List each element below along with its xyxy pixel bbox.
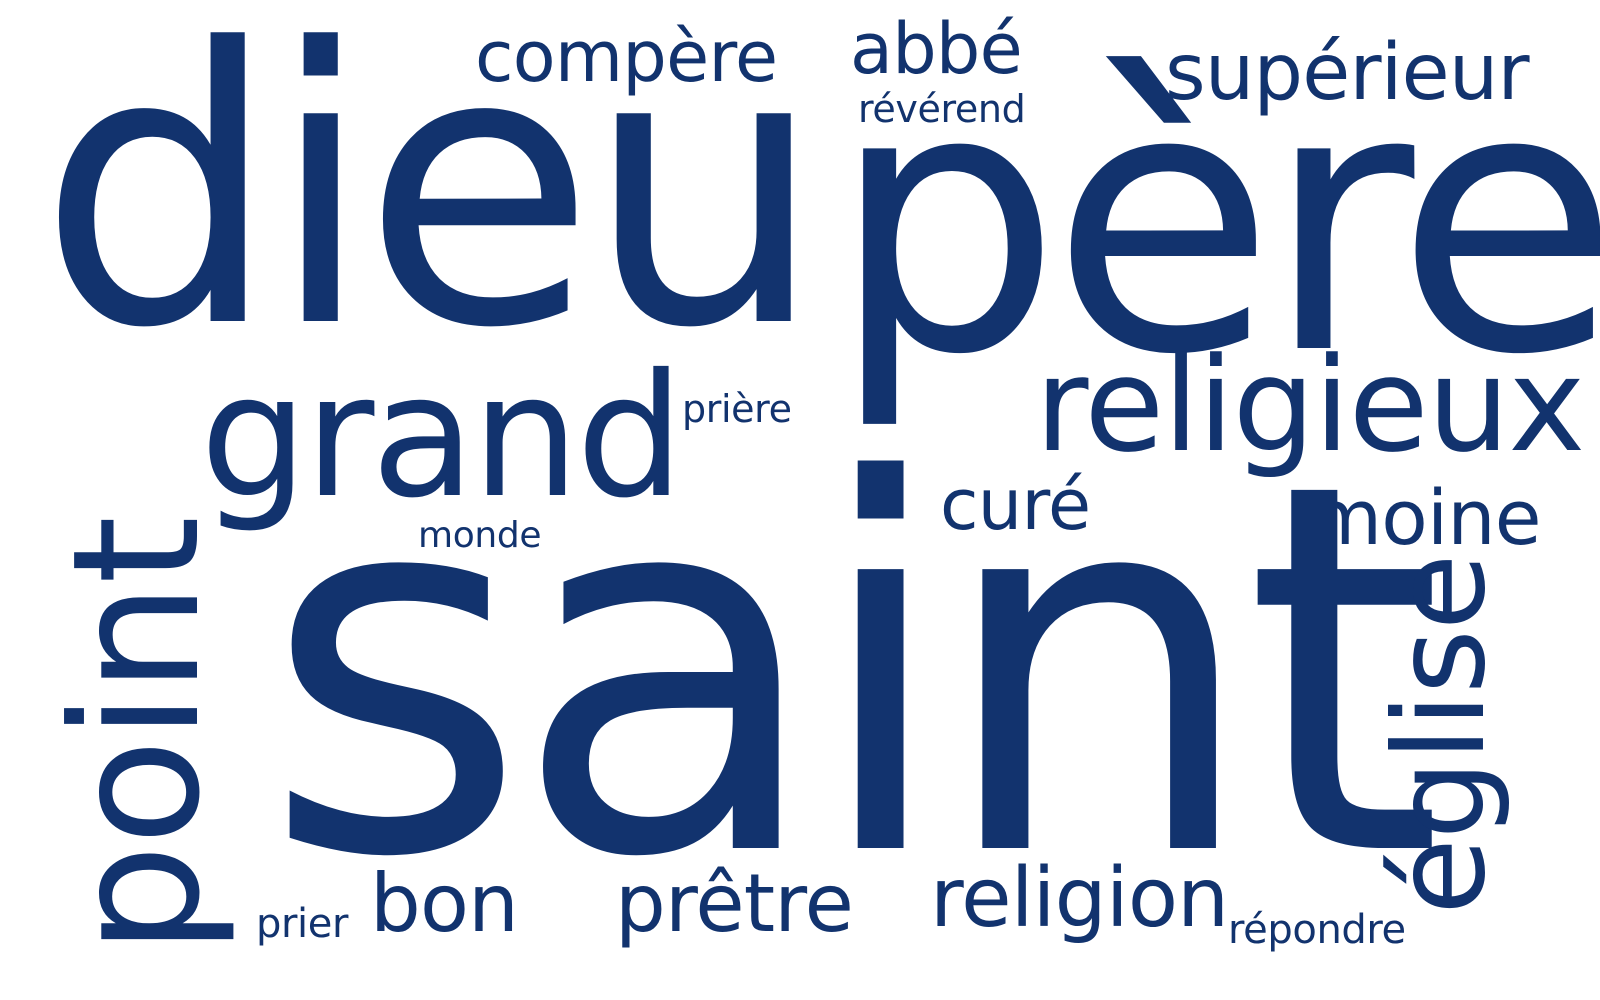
word-monde: monde — [418, 515, 542, 556]
word-prier: prier — [256, 901, 349, 947]
word-pretre: prêtre — [615, 857, 854, 950]
word-eglise: église — [1368, 554, 1513, 915]
word-abbe: abbé — [850, 8, 1023, 90]
word-religieux: religieux — [1035, 329, 1585, 481]
word-compere: compère — [475, 16, 778, 98]
word-repondre: répondre — [1228, 907, 1406, 953]
word-point: point — [36, 517, 239, 955]
word-grand: grand — [200, 338, 684, 536]
word-dieu: dieu — [38, 0, 825, 411]
word-priere: prière — [682, 387, 792, 431]
word-pere: père — [830, 10, 1600, 435]
word-moine: moine — [1308, 473, 1542, 562]
word-reverend: révérend — [858, 87, 1026, 131]
word-cure: curé — [940, 464, 1091, 546]
word-bon: bon — [370, 857, 519, 950]
word-saint: saint — [262, 376, 1444, 969]
word-religion: religion — [930, 851, 1229, 946]
word-superieur: supérieur — [1165, 28, 1530, 118]
